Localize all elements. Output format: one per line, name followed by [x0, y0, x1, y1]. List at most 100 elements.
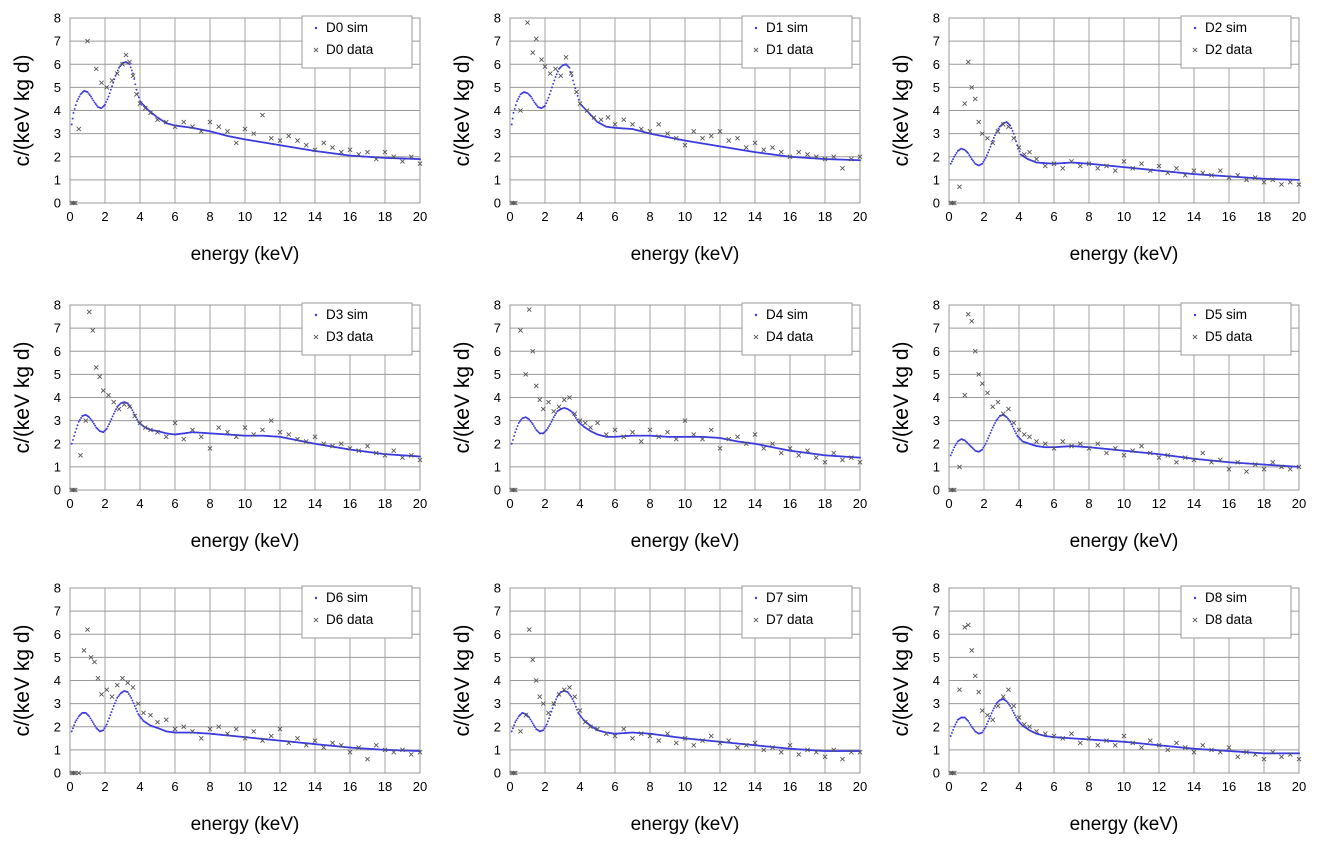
cross-stroke — [990, 140, 996, 146]
cross-stroke — [1139, 161, 1144, 167]
cross-stroke — [1051, 161, 1057, 167]
data-point — [373, 156, 379, 162]
y-tick-label: 7 — [494, 321, 501, 336]
data-point — [1000, 411, 1006, 417]
cross-stroke — [1112, 168, 1118, 174]
cross-stroke — [417, 161, 423, 167]
data-point — [295, 735, 300, 741]
sim-point — [528, 94, 531, 97]
cross-stroke — [1027, 149, 1032, 155]
data-point — [726, 738, 732, 744]
data-point — [743, 145, 749, 150]
data-point — [787, 154, 793, 160]
cross-stroke — [551, 701, 557, 707]
data-point — [985, 135, 990, 141]
sim-point — [530, 421, 533, 424]
data-point — [172, 726, 178, 732]
data-point — [857, 459, 863, 465]
data-point — [155, 719, 160, 725]
cross-stroke — [190, 427, 195, 433]
cross-stroke — [813, 154, 819, 160]
x-tick-label: 14 — [1187, 496, 1201, 511]
y-tick-label: 4 — [933, 390, 940, 405]
sim-point — [515, 719, 518, 722]
sim-point — [550, 420, 553, 423]
data-point — [130, 73, 136, 79]
sim-point — [574, 416, 577, 419]
data-point — [556, 691, 562, 697]
cross-stroke — [1130, 165, 1136, 171]
sim-point — [542, 729, 545, 732]
cross-stroke — [1021, 152, 1027, 157]
cross-stroke — [848, 156, 854, 162]
data-point — [330, 740, 335, 746]
cross-stroke — [242, 126, 248, 132]
data-point — [962, 101, 968, 106]
data-point — [673, 135, 679, 141]
data-point — [1060, 165, 1066, 171]
x-tick-label: 14 — [308, 496, 322, 511]
data-point — [233, 140, 239, 146]
sim-point — [992, 136, 995, 139]
x-tick-label: 12 — [1152, 209, 1166, 224]
cross-stroke — [656, 121, 662, 127]
data-point — [577, 418, 583, 424]
cross-stroke — [172, 420, 178, 426]
x-tick-label: 14 — [308, 209, 322, 224]
sim-point — [80, 92, 83, 95]
data-point — [656, 121, 662, 127]
x-tick-label: 8 — [646, 496, 653, 511]
x-tick-label: 0 — [945, 496, 952, 511]
x-tick-label: 20 — [1292, 496, 1306, 511]
data-point — [805, 747, 810, 753]
cross-stroke — [656, 738, 662, 744]
x-tick-label: 14 — [1187, 209, 1201, 224]
data-point — [990, 140, 996, 146]
cross-stroke — [700, 738, 705, 744]
x-tick-label: 2 — [101, 779, 108, 794]
cross-stroke — [1086, 161, 1092, 167]
sim-point — [113, 702, 116, 705]
x-tick-label: 0 — [66, 779, 73, 794]
cross-stroke — [268, 418, 274, 424]
cross-stroke — [365, 443, 370, 449]
data-point — [957, 687, 962, 693]
y-tick-label: 7 — [54, 321, 61, 336]
cross-stroke — [726, 738, 732, 744]
sim-point — [1006, 122, 1009, 125]
data-point — [95, 675, 101, 681]
chart-panel: 0 2 4 6 8 10 12 14 16 18 20 0 1 2 3 4 5 6 7 8 energy (keV) c/… — [440, 0, 880, 282]
data-point — [558, 73, 564, 79]
cross-stroke — [114, 682, 120, 688]
sim-point — [94, 102, 97, 105]
cross-stroke — [408, 752, 414, 757]
cross-stroke — [71, 200, 76, 206]
data-point — [172, 420, 178, 426]
data-point — [965, 311, 971, 317]
y-tick-label: 8 — [494, 11, 501, 26]
cross-stroke — [1034, 728, 1039, 734]
cross-stroke — [542, 64, 548, 69]
data-point — [630, 429, 635, 435]
cross-stroke — [603, 432, 609, 437]
cross-stroke — [985, 135, 990, 141]
data-point — [985, 390, 990, 396]
sim-point — [1011, 425, 1014, 428]
sim-point — [102, 729, 105, 732]
sim-point — [989, 715, 992, 717]
y-tick-label: 3 — [494, 413, 501, 428]
cross-stroke — [1156, 163, 1162, 169]
cross-stroke — [1174, 459, 1179, 465]
sim-point — [973, 161, 976, 164]
sim-point — [969, 723, 972, 726]
cross-stroke — [116, 406, 122, 412]
cross-stroke — [553, 66, 558, 72]
data-point — [1244, 749, 1249, 755]
data-point — [630, 121, 635, 127]
data-point — [656, 738, 662, 744]
sim-point — [80, 713, 83, 715]
y-tick-label: 2 — [54, 149, 61, 164]
cross-stroke — [99, 80, 104, 86]
sim-point — [510, 123, 513, 126]
cross-stroke — [1130, 740, 1136, 746]
